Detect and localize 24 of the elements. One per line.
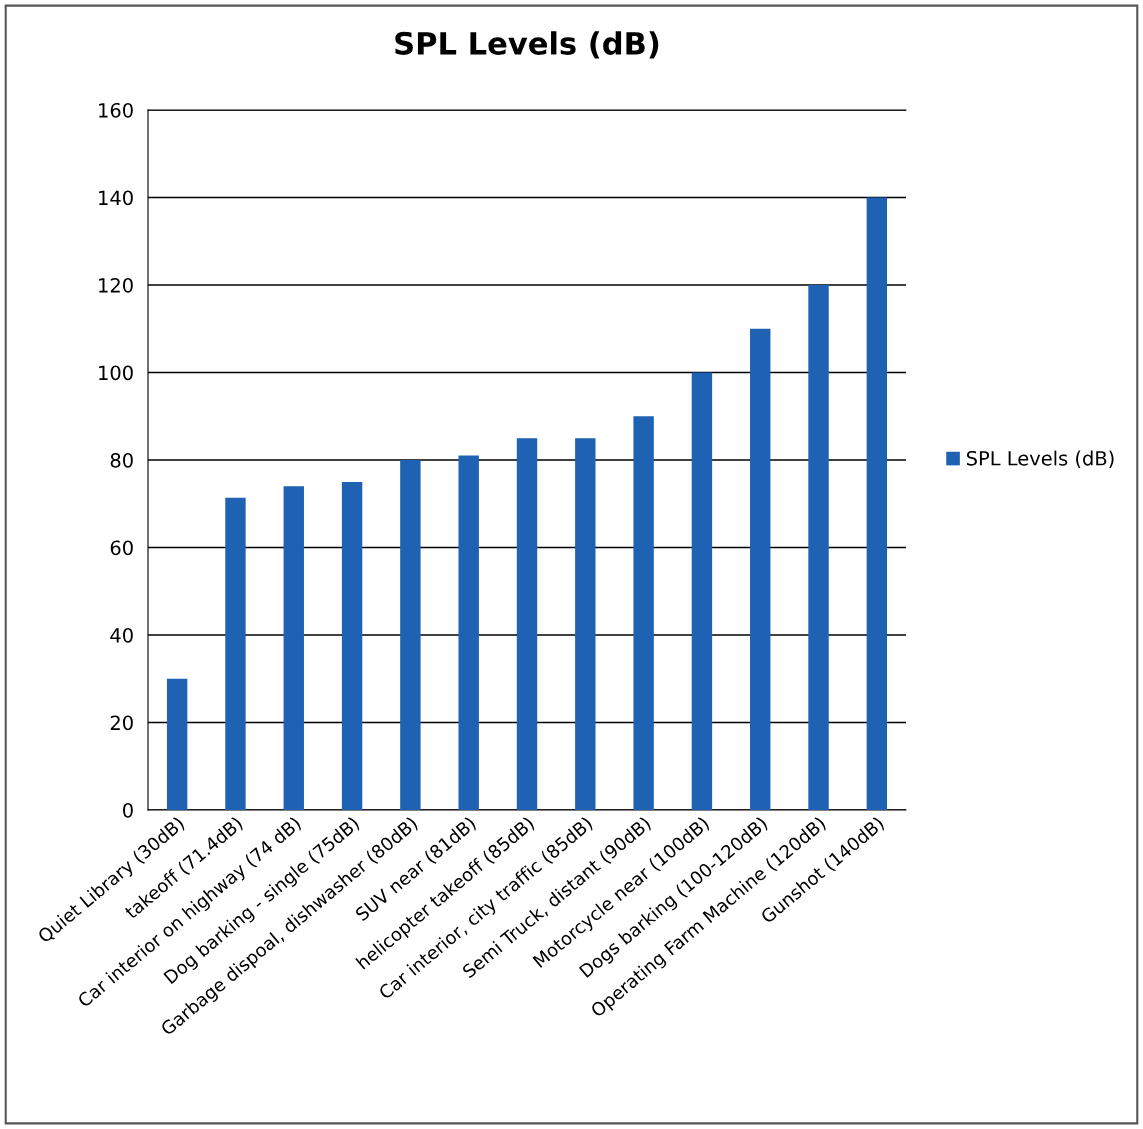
bar <box>633 416 654 810</box>
y-tick-label: 160 <box>99 102 133 118</box>
y-tick-label: 140 <box>99 190 133 206</box>
bar <box>750 328 771 810</box>
bar <box>516 438 538 810</box>
y-tick-label: 60 <box>110 540 133 556</box>
bar <box>341 481 363 810</box>
y-tick-label: 120 <box>99 277 133 293</box>
y-tick-label: 40 <box>110 627 133 643</box>
y-tick-label: 80 <box>110 452 133 468</box>
y-tick-label: 100 <box>99 365 133 381</box>
y-tick-label: 20 <box>110 715 133 731</box>
bar <box>808 285 829 810</box>
bar <box>691 372 713 810</box>
bar <box>283 486 304 810</box>
bar <box>866 197 888 810</box>
legend-label: SPL Levels (dB) <box>966 450 1114 468</box>
chart-title: SPL Levels (dB) <box>395 31 659 59</box>
bar <box>400 460 421 810</box>
bar <box>458 455 479 810</box>
bar <box>575 438 596 810</box>
bar <box>225 497 246 810</box>
y-tick-label: 0 <box>123 802 133 818</box>
bar <box>166 678 188 810</box>
